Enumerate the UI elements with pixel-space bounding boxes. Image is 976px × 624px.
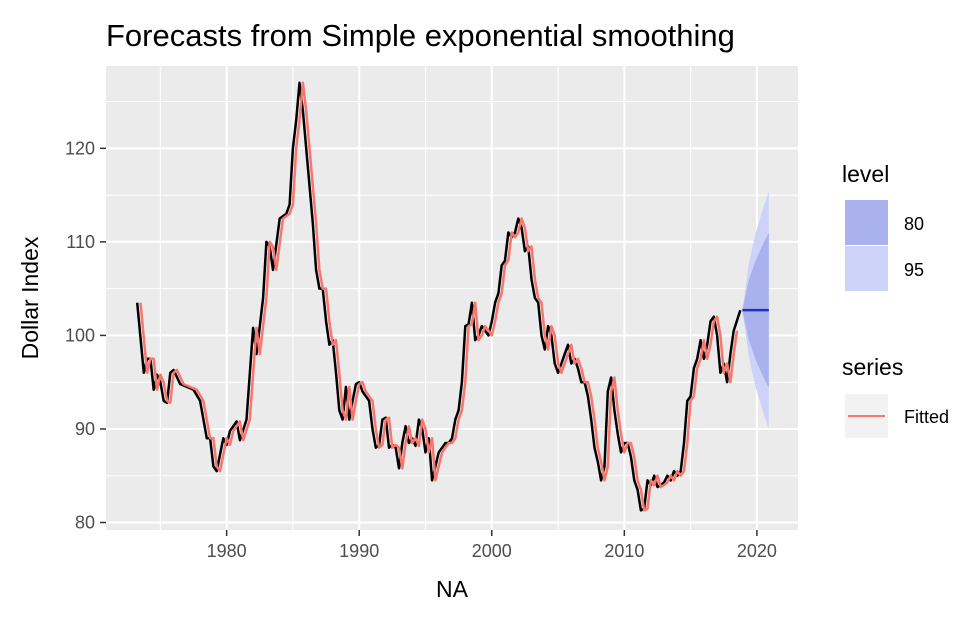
legend-level: level 80 95 bbox=[842, 161, 924, 291]
legend-key-95 bbox=[845, 246, 888, 291]
x-tick-label: 2010 bbox=[604, 541, 644, 561]
y-axis: 80 90 100 110 120 bbox=[65, 138, 106, 533]
x-tick-label: 2020 bbox=[737, 541, 777, 561]
x-tick-label: 1980 bbox=[207, 541, 247, 561]
legend-series: series Fitted bbox=[842, 354, 949, 438]
fitted-line bbox=[139, 81, 739, 512]
legend-label-80: 80 bbox=[904, 214, 924, 234]
x-axis: 1980 1990 2000 2010 2020 bbox=[207, 530, 777, 561]
legend-label-95: 95 bbox=[904, 260, 924, 280]
chart-title: Forecasts from Simple exponential smooth… bbox=[106, 18, 735, 53]
y-tick-label: 120 bbox=[65, 138, 95, 158]
series-lines bbox=[135, 81, 742, 512]
legend-series-title: series bbox=[842, 354, 903, 380]
x-axis-title: NA bbox=[436, 576, 469, 602]
y-tick-label: 90 bbox=[75, 419, 95, 439]
gridlines bbox=[106, 66, 824, 530]
plot-panel bbox=[106, 66, 798, 530]
x-tick-label: 2000 bbox=[472, 541, 512, 561]
legend-level-title: level bbox=[842, 161, 889, 187]
forecast-bands bbox=[742, 191, 769, 429]
y-tick-label: 110 bbox=[66, 232, 95, 252]
y-tick-label: 80 bbox=[75, 513, 95, 533]
legend-key-80 bbox=[845, 200, 888, 245]
legend-label-fitted: Fitted bbox=[904, 407, 949, 427]
y-axis-title: Dollar Index bbox=[17, 236, 43, 359]
x-tick-label: 1990 bbox=[339, 541, 379, 561]
y-tick-label: 100 bbox=[65, 325, 95, 345]
